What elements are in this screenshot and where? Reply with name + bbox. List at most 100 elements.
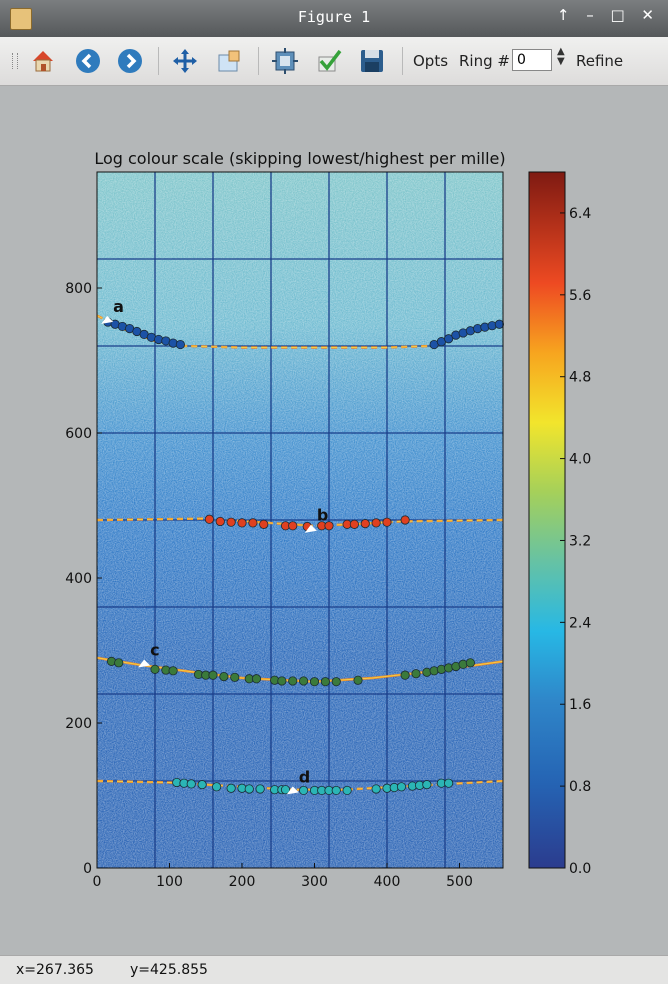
heatmap-plot[interactable]: Log colour scale (skipping lowest/highes… [0,86,668,954]
zoom-icon[interactable] [214,46,244,76]
ring-marker [360,519,370,529]
ring-marker [371,518,381,528]
ring-marker [288,676,298,686]
pan-icon[interactable] [170,46,200,76]
ring-marker [259,519,269,529]
x-tick-label: 300 [301,874,328,890]
ring-marker [349,519,359,529]
toolbar-separator [402,47,403,75]
ring-marker [248,518,258,528]
colorbar-tick-label: 1.6 [569,697,591,713]
x-tick-label: 100 [156,874,183,890]
colorbar [528,171,566,869]
ring-marker [237,518,247,528]
ring-marker [465,658,475,668]
ring-anchor-marker [304,524,317,533]
colorbar-tick-label: 5.6 [569,288,591,304]
ring-marker [219,671,229,682]
ring-marker [411,669,421,679]
ring-marker [400,670,410,680]
colorbar-tick-label: 3.2 [569,533,591,549]
colorbar-tick-label: 0.0 [569,861,591,877]
ring-marker [226,517,236,527]
x-tick-label: 400 [374,874,401,890]
window-title: Figure 1 [297,8,371,26]
chart-title: Log colour scale (skipping lowest/highes… [94,149,505,168]
ring-marker [371,784,381,794]
colorbar-tick-label: 4.0 [569,452,591,468]
y-coordinate-readout: y=425.855 [130,962,208,978]
plot-frame [96,171,504,869]
figure-canvas[interactable]: Log colour scale (skipping lowest/highes… [0,86,668,954]
ring-marker [226,783,236,793]
refine-button[interactable]: Refine [576,52,624,70]
ring-marker [204,514,214,524]
ring-marker [494,319,504,329]
back-icon[interactable] [73,46,103,76]
y-tick-label: 600 [65,426,92,442]
colorbar-tick-label: 4.8 [569,370,591,386]
ring-marker [400,515,410,525]
x-coordinate-readout: x=267.365 [16,962,94,978]
ring-label-b: b [317,506,328,525]
ring-marker [342,785,352,796]
ring-number-input[interactable]: 0 [512,49,552,71]
ring-anchor-marker [286,786,299,795]
ring-marker [331,785,341,796]
ring-marker [422,780,432,790]
ring-marker [280,785,291,795]
ring-marker [353,675,363,685]
ring-marker [277,676,287,686]
ring-label-a: a [113,297,124,316]
window-controls[interactable]: ↑ – □ ✕ [556,6,660,24]
ring-marker [168,666,178,676]
ring-label: Ring # [459,52,510,70]
x-tick-label: 500 [446,874,473,890]
ring-marker [309,677,320,687]
ring-marker [175,339,185,350]
ring-marker [215,516,225,527]
ring-marker [186,779,196,789]
ring-label-c: c [150,641,159,660]
ring-marker [299,785,309,796]
toolbar-separator [258,47,259,75]
colorbar-tick-label: 6.4 [569,206,591,222]
ring-spinner[interactable]: ▲ ▼ [557,46,565,67]
y-tick-label: 800 [65,281,92,297]
ring-marker [244,784,254,794]
opts-button[interactable]: Opts [413,52,449,70]
x-tick-label: 0 [93,874,102,890]
toolbar-separator [158,47,159,75]
ring-marker [208,670,218,680]
status-bar: x=267.365 y=425.855 [0,955,668,984]
colorbar-tick-label: 0.8 [569,779,591,795]
ring-marker [324,521,334,531]
ring-label-d: d [299,767,310,786]
save-icon[interactable] [357,46,387,76]
ring-marker [251,674,262,684]
ring-marker [230,672,240,682]
ring-marker [331,677,341,687]
y-tick-label: 0 [83,861,92,877]
ring-marker [255,784,265,794]
forward-icon[interactable] [115,46,145,76]
subplots-icon[interactable] [270,46,300,76]
ring-marker [150,664,160,674]
ring-marker [114,658,124,668]
toolbar: Opts Ring # 0 ▲ ▼ Refine [0,37,668,86]
y-tick-label: 200 [65,716,92,732]
y-tick-label: 400 [65,571,92,587]
x-tick-label: 200 [229,874,256,890]
ring-anchor-marker [101,315,114,324]
ring-marker [197,780,207,790]
toolbar-grip-icon[interactable] [12,53,18,69]
ring-marker [444,334,454,344]
ring-marker [320,677,330,687]
ring-anchor-marker [138,659,151,668]
ring-marker [212,782,222,792]
ring-marker [396,782,407,792]
title-bar: Figure 1 ↑ – □ ✕ [0,0,668,37]
ring-marker [288,521,298,531]
check-icon[interactable] [314,46,344,76]
home-icon[interactable] [28,46,58,76]
